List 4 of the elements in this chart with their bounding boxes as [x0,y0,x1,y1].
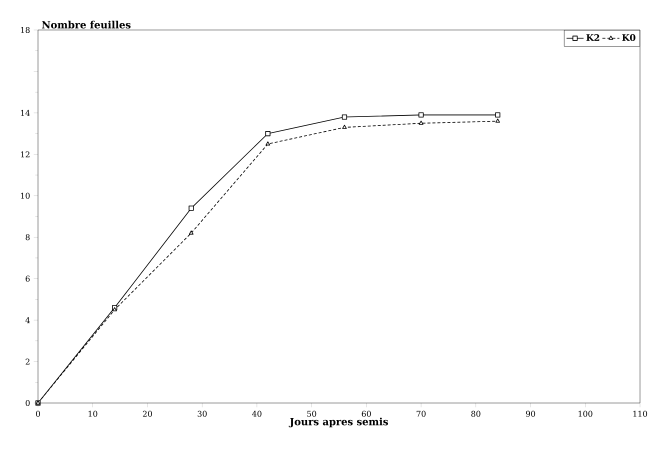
legend-label: K2 [586,34,600,41]
x-axis-title: Jours apres semis [288,418,388,428]
legend-label: K0 [622,34,636,41]
y-axis-title: Nombre feuilles [42,20,131,28]
